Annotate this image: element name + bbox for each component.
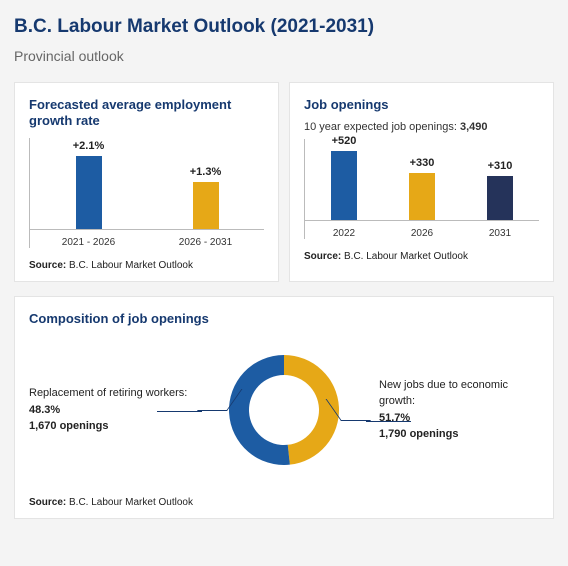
composition-body: Replacement of retiring workers: 48.3% 1…: [29, 335, 539, 485]
openings-bar-2: +310 2031: [487, 176, 513, 221]
composition-source-text: B.C. Labour Market Outlook: [69, 497, 193, 508]
composition-right-label: New jobs due to economic growth: 51.7% 1…: [379, 377, 539, 443]
page-title: B.C. Labour Market Outlook (2021-2031): [14, 16, 554, 38]
openings-subline-prefix: 10 year expected job openings:: [304, 121, 460, 133]
growth-bar-chart: +2.1% 2021 - 2026 +1.3% 2026 - 2031: [29, 138, 264, 248]
connector-right-line-icon: [366, 421, 411, 422]
growth-bar-1-x: 2026 - 2031: [156, 237, 256, 248]
openings-source-text: B.C. Labour Market Outlook: [344, 251, 468, 262]
composition-left-label: Replacement of retiring workers: 48.3% 1…: [29, 385, 189, 435]
growth-bar-0: +2.1% 2021 - 2026: [76, 156, 102, 230]
composition-source-label: Source:: [29, 497, 66, 508]
openings-source: Source: B.C. Labour Market Outlook: [304, 251, 539, 262]
composition-title: Composition of job openings: [29, 311, 539, 327]
openings-subline-value: 3,490: [460, 121, 488, 133]
growth-source-label: Source:: [29, 260, 66, 271]
openings-bar-chart: +520 2022 +330 2026 +310 2031: [304, 139, 539, 239]
openings-bar-1-value: +330: [382, 157, 462, 169]
comp-left-line1: Replacement of retiring workers:: [29, 385, 189, 402]
openings-bar-1: +330 2026: [409, 173, 435, 221]
growth-bar-0-value: +2.1%: [49, 140, 129, 152]
comp-right-openings: 1,790 openings: [379, 426, 539, 443]
openings-bar-0-value: +520: [304, 135, 384, 147]
growth-bar-1-value: +1.3%: [166, 166, 246, 178]
growth-card-title: Forecasted average employment growth rat…: [29, 97, 264, 130]
job-openings-card: Job openings 10 year expected job openin…: [289, 82, 554, 282]
growth-bar-1: +1.3% 2026 - 2031: [193, 182, 219, 230]
comp-left-pct: 48.3%: [29, 402, 189, 419]
openings-bar-2-value: +310: [460, 160, 540, 172]
comp-right-pct: 51.7%: [379, 410, 539, 427]
openings-bar-0: +520 2022: [331, 151, 357, 221]
composition-card: Composition of job openings Replacement …: [14, 296, 554, 519]
growth-rate-card: Forecasted average employment growth rat…: [14, 82, 279, 282]
connector-left-line-icon: [157, 411, 202, 412]
openings-bar-2-x: 2031: [450, 228, 550, 239]
comp-right-line1: New jobs due to economic growth:: [379, 377, 539, 410]
page-subtitle: Provincial outlook: [14, 48, 554, 64]
openings-source-label: Source:: [304, 251, 341, 262]
donut-chart: [229, 355, 339, 465]
openings-card-title: Job openings: [304, 97, 539, 113]
growth-source-text: B.C. Labour Market Outlook: [69, 260, 193, 271]
growth-bar-0-x: 2021 - 2026: [39, 237, 139, 248]
comp-left-openings: 1,670 openings: [29, 418, 189, 435]
openings-subline: 10 year expected job openings: 3,490: [304, 121, 539, 133]
growth-source: Source: B.C. Labour Market Outlook: [29, 260, 264, 271]
composition-source: Source: B.C. Labour Market Outlook: [29, 497, 539, 508]
